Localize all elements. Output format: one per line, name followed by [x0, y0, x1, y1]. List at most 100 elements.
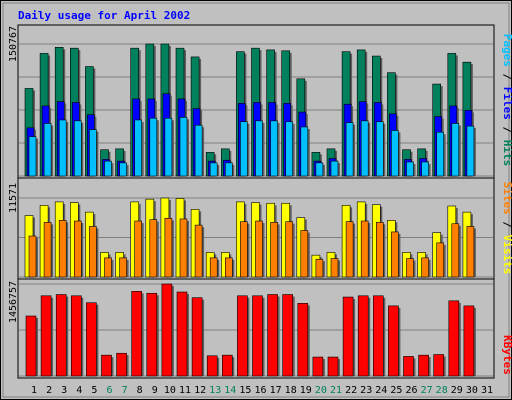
legend-panel2: Sites / Visits — [501, 182, 512, 275]
bar-pages — [164, 117, 173, 177]
bar-pages — [421, 161, 429, 177]
chart-title: Daily usage for April 2002 — [18, 9, 190, 22]
x-tick-label: 31 — [481, 385, 493, 396]
bar-pages — [119, 162, 127, 177]
x-tick-label: 5 — [91, 385, 97, 396]
legend-visits: Visits — [501, 235, 512, 275]
bar-kbytes — [327, 356, 339, 377]
bar-pages — [466, 125, 475, 177]
x-tick-label: 24 — [375, 385, 387, 396]
bar-pages — [330, 160, 339, 177]
x-tick-label: 30 — [466, 385, 478, 396]
x-tick-label: 1 — [31, 385, 37, 396]
bar-kbytes — [86, 302, 97, 377]
bar-pages — [270, 120, 278, 177]
bar-sites — [300, 230, 309, 278]
bar-pages — [375, 121, 384, 177]
x-tick-label: 11 — [179, 385, 191, 396]
bar-sites — [466, 226, 475, 278]
bar-sites — [164, 217, 173, 278]
legend-panel3: KBytes — [501, 335, 512, 375]
legend-pages: Pages — [501, 34, 512, 67]
bar-pages — [74, 120, 82, 177]
bar-pages — [179, 117, 188, 177]
bar-sites — [209, 257, 218, 278]
x-tick-label: 21 — [330, 385, 342, 396]
bar-sites — [436, 242, 445, 278]
bar-kbytes — [448, 300, 460, 377]
bar-sites — [406, 258, 414, 278]
bar-pages — [58, 119, 67, 177]
bar-kbytes — [372, 295, 384, 377]
x-tick-label: 2 — [46, 385, 52, 396]
bar-pages — [225, 162, 233, 177]
x-tick-label: 14 — [224, 385, 236, 396]
bar-pages — [194, 124, 203, 177]
bar-kbytes — [131, 291, 142, 377]
bar-sites — [285, 221, 294, 278]
bar-kbytes — [25, 315, 37, 377]
bar-sites — [451, 223, 460, 278]
x-tick-label: 3 — [61, 385, 67, 396]
bar-sites — [255, 220, 263, 278]
legend-sep-1: / — [501, 67, 512, 87]
bar-kbytes — [433, 354, 445, 377]
legend-sep-3: / — [501, 215, 512, 235]
bar-kbytes — [312, 356, 324, 377]
legend-files: Files — [501, 87, 512, 120]
bar-pages — [436, 131, 445, 177]
bar-pages — [43, 123, 52, 177]
x-tick-label: 4 — [76, 385, 82, 396]
bar-kbytes — [252, 295, 263, 377]
x-axis-labels: 1 2 3 4 5 6 7 8 9 10 11 12 13 14 15 16 17 18 19 20 21 22 23 24 2… — [31, 385, 493, 396]
x-tick-label: 19 — [300, 385, 312, 396]
bar-kbytes — [418, 354, 429, 377]
bar-pages — [255, 120, 263, 177]
bar-pages — [28, 136, 37, 177]
bar-kbytes — [342, 296, 354, 377]
bar-sites — [225, 257, 233, 278]
bar-pages — [391, 130, 399, 177]
bar-pages — [345, 122, 354, 177]
panel1-max-label: 150767 — [8, 26, 19, 62]
bar-pages — [104, 160, 112, 177]
bar-kbytes — [161, 283, 173, 377]
bar-kbytes — [403, 356, 414, 377]
bar-kbytes — [388, 305, 399, 377]
bar-sites — [119, 257, 127, 278]
bar-kbytes — [71, 295, 82, 377]
bar-sites — [360, 220, 369, 278]
legend-hits: Hits — [501, 140, 512, 167]
x-tick-label: 9 — [152, 385, 158, 396]
x-tick-label: 29 — [451, 385, 463, 396]
x-tick-label: 8 — [137, 385, 143, 396]
bar-kbytes — [191, 297, 203, 377]
x-tick-label: 7 — [122, 385, 128, 396]
bar-kbytes — [297, 303, 309, 377]
bar-pages — [240, 121, 248, 177]
x-tick-label: 6 — [106, 385, 112, 396]
bar-pages — [315, 162, 324, 177]
x-tick-label: 18 — [285, 385, 297, 396]
bar-sites — [28, 235, 37, 278]
x-tick-label: 25 — [390, 385, 402, 396]
bar-kbytes — [101, 354, 112, 377]
bar-sites — [345, 221, 354, 278]
bar-sites — [421, 257, 429, 278]
bar-pages — [451, 123, 460, 177]
x-tick-label: 17 — [270, 385, 282, 396]
bar-kbytes — [267, 294, 278, 377]
bar-sites — [43, 222, 52, 278]
x-tick-label: 27 — [421, 385, 433, 396]
bars — [24, 43, 476, 377]
x-tick-label: 12 — [194, 385, 206, 396]
bar-sites — [89, 226, 97, 278]
x-tick-label: 10 — [164, 385, 176, 396]
bar-kbytes — [146, 292, 158, 377]
bar-sites — [179, 218, 188, 278]
bar-sites — [58, 220, 67, 278]
bar-sites — [375, 222, 384, 278]
bar-pages — [300, 126, 309, 177]
bar-sites — [149, 219, 158, 278]
legend-kbytes: KBytes — [501, 335, 512, 375]
